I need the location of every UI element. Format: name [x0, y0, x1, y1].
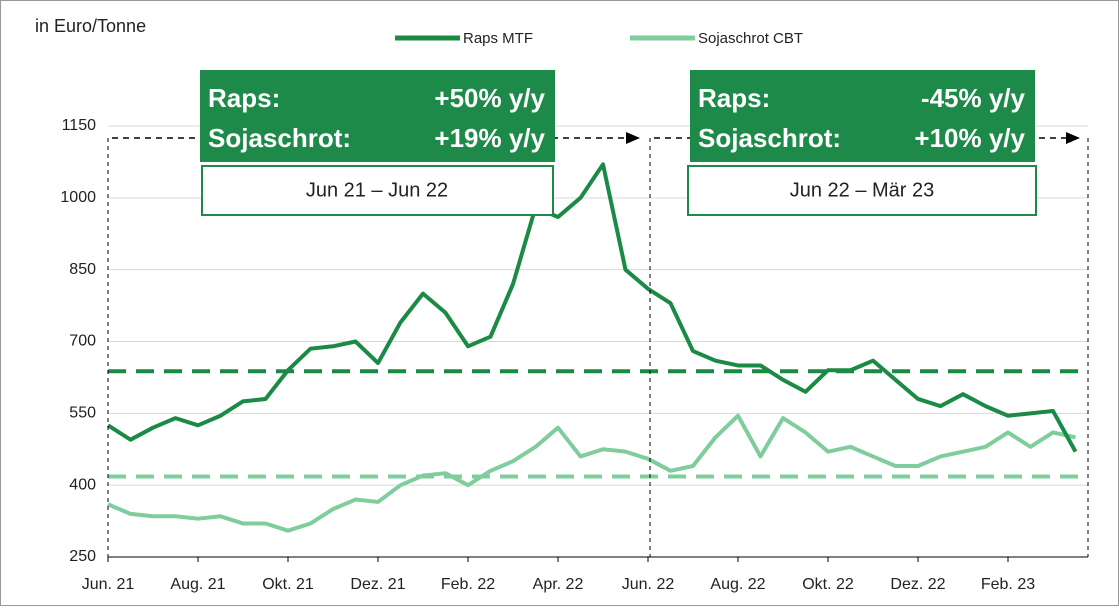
- arrow-head: [1066, 132, 1080, 144]
- x-tick-label: Jun. 22: [622, 576, 675, 593]
- period-label: Jun 22 – Mär 23: [790, 179, 935, 201]
- x-tick-label: Apr. 22: [533, 576, 584, 593]
- annotation-text: Sojaschrot:: [208, 123, 351, 153]
- annotation-box: [690, 70, 1035, 162]
- y-tick-label: 1000: [60, 189, 96, 206]
- x-tick-label: Feb. 22: [441, 576, 495, 593]
- legend-label: Sojaschrot CBT: [698, 30, 803, 47]
- annotation-text: +19% y/y: [434, 123, 545, 153]
- annotation-text: Raps:: [698, 83, 770, 113]
- x-tick-label: Jun. 21: [82, 576, 135, 593]
- y-tick-label: 400: [69, 476, 96, 493]
- legend-label: Raps MTF: [463, 30, 533, 47]
- annotation-text: Sojaschrot:: [698, 123, 841, 153]
- y-tick-label: 250: [69, 548, 96, 565]
- arrow-head: [626, 132, 640, 144]
- x-tick-label: Feb. 23: [981, 576, 1035, 593]
- x-tick-label: Dez. 21: [350, 576, 405, 593]
- series-line: [107, 413, 1076, 533]
- y-tick-label: 700: [69, 333, 96, 350]
- period-label: Jun 21 – Jun 22: [306, 179, 448, 201]
- x-tick-label: Aug. 21: [170, 576, 225, 593]
- annotation-text: Raps:: [208, 83, 280, 113]
- x-tick-label: Okt. 22: [802, 576, 854, 593]
- x-tick-label: Dez. 22: [890, 576, 945, 593]
- x-tick-label: Okt. 21: [262, 576, 314, 593]
- x-tick-label: Aug. 22: [710, 576, 765, 593]
- annotation-text: +10% y/y: [914, 123, 1025, 153]
- period-box: [687, 165, 1037, 216]
- period-box: [201, 165, 554, 216]
- y-tick-label: 850: [69, 261, 96, 278]
- annotation-box: [200, 70, 555, 162]
- unit-label: in Euro/Tonne: [35, 16, 146, 36]
- y-tick-label: 550: [69, 405, 96, 422]
- annotation-text: +50% y/y: [434, 83, 545, 113]
- series-line: [106, 162, 1078, 453]
- annotation-text: -45% y/y: [921, 83, 1026, 113]
- y-tick-label: 1150: [62, 117, 97, 134]
